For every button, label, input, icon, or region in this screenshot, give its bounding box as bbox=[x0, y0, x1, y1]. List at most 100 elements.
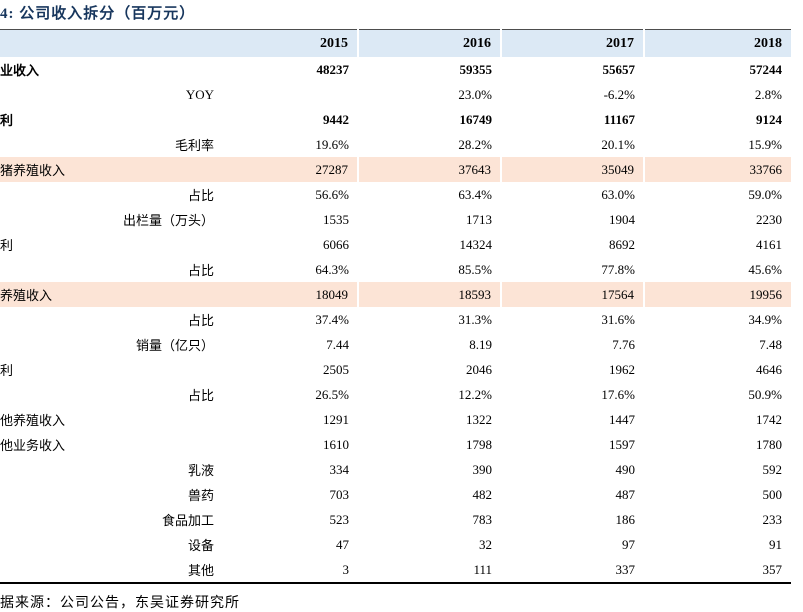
cell-value: 7.44 bbox=[326, 336, 349, 352]
cell-value: 77.8% bbox=[601, 261, 635, 277]
cell-value: 1713 bbox=[466, 211, 492, 227]
cell-value: 523 bbox=[329, 511, 350, 527]
row-label-primary bbox=[0, 532, 92, 557]
cell-value: 9124 bbox=[756, 111, 782, 127]
cell-value: 47 bbox=[336, 536, 349, 552]
header-spacer bbox=[0, 29, 92, 57]
row-label-primary: 猪养殖收入 bbox=[0, 157, 92, 182]
cell-value: 2230 bbox=[756, 211, 782, 227]
row-label-secondary bbox=[92, 157, 228, 182]
cell-value: 8692 bbox=[609, 236, 635, 252]
row-label-primary: 利 bbox=[0, 363, 14, 378]
row-label-primary: 业收入 bbox=[0, 63, 40, 78]
table-row: 毛利率 19.6% 28.2% 20.1% 15.9% bbox=[0, 132, 791, 157]
row-label-primary bbox=[0, 507, 92, 532]
row-label-primary bbox=[0, 482, 92, 507]
row-label-primary: 他业务收入 bbox=[0, 438, 66, 453]
row-label-primary: 利 bbox=[0, 113, 14, 128]
cell-value: 16749 bbox=[459, 111, 493, 127]
cell-value: 7.48 bbox=[759, 336, 782, 352]
row-label-primary bbox=[0, 207, 92, 232]
cell-value: 12.2% bbox=[458, 386, 492, 402]
year-column-header: 2016 bbox=[357, 29, 501, 57]
cell-value: 1962 bbox=[609, 361, 635, 377]
table-row: 乳液 334 390 490 592 bbox=[0, 457, 791, 482]
row-label-secondary bbox=[92, 57, 228, 82]
cell-value: 490 bbox=[615, 461, 636, 477]
row-label-primary bbox=[0, 332, 92, 357]
cell-value: 2.8% bbox=[754, 86, 782, 102]
table-title: 4: 公司收入拆分（百万元） bbox=[0, 6, 196, 22]
table-row: 利 6066 14324 8692 4161 bbox=[0, 232, 791, 257]
cell-value: 592 bbox=[762, 461, 783, 477]
row-label-secondary bbox=[92, 107, 228, 132]
cell-value: 55657 bbox=[602, 61, 636, 77]
cell-value: 23.0% bbox=[458, 86, 492, 102]
table-row: 占比 64.3% 85.5% 77.8% 45.6% bbox=[0, 257, 791, 282]
table-row: 猪养殖收入 27287 37643 35049 33766 bbox=[0, 157, 791, 182]
row-label-primary: 他养殖收入 bbox=[0, 413, 66, 428]
table-row: 占比 37.4% 31.3% 31.6% 34.9% bbox=[0, 307, 791, 332]
row-label-secondary: 食品加工 bbox=[161, 513, 214, 528]
cell-value: 28.2% bbox=[458, 136, 492, 152]
cell-value: 17564 bbox=[500, 282, 644, 307]
row-label-secondary: 设备 bbox=[187, 538, 214, 553]
table-row: 他养殖收入 1291 1322 1447 1742 bbox=[0, 407, 791, 432]
row-label-secondary: 销量（亿只） bbox=[135, 338, 214, 353]
cell-value: 59355 bbox=[459, 61, 493, 77]
table-row: 食品加工 523 783 186 233 bbox=[0, 507, 791, 532]
row-label-primary bbox=[0, 82, 92, 107]
cell-value: 111 bbox=[473, 561, 492, 577]
table-row: 销量（亿只） 7.44 8.19 7.76 7.48 bbox=[0, 332, 791, 357]
cell-value: 18593 bbox=[357, 282, 501, 307]
cell-value: 3 bbox=[342, 561, 350, 577]
cell-value: 233 bbox=[762, 511, 783, 527]
row-label-secondary: 其他 bbox=[187, 563, 214, 578]
cell-value: 6066 bbox=[323, 236, 349, 252]
row-label-secondary: 占比 bbox=[187, 388, 214, 403]
cell-value: 1742 bbox=[756, 411, 782, 427]
cell-value: 31.6% bbox=[601, 311, 635, 327]
cell-value: 1610 bbox=[323, 436, 349, 452]
table-row: 其他 3 111 337 357 bbox=[0, 557, 791, 582]
cell-value: 8.19 bbox=[469, 336, 492, 352]
cell-value: 33766 bbox=[643, 157, 791, 182]
cell-value: -6.2% bbox=[603, 86, 635, 102]
table-row: 出栏量（万头） 1535 1713 1904 2230 bbox=[0, 207, 791, 232]
cell-value: 1447 bbox=[609, 411, 635, 427]
row-label-primary bbox=[0, 257, 92, 282]
cell-value: 63.0% bbox=[601, 186, 635, 202]
row-label-secondary: 占比 bbox=[187, 263, 214, 278]
cell-value: 85.5% bbox=[458, 261, 492, 277]
cell-value: 50.9% bbox=[748, 386, 782, 402]
row-label-secondary: YOY bbox=[185, 86, 214, 102]
revenue-breakdown-table: 2015 2016 2017 2018 业收入 48237 59355 55657 57244… bbox=[0, 29, 791, 582]
row-label-secondary bbox=[92, 432, 228, 457]
cell-value: 1597 bbox=[609, 436, 635, 452]
cell-value: 57244 bbox=[749, 61, 783, 77]
cell-value: 703 bbox=[329, 486, 350, 502]
cell-value: 500 bbox=[762, 486, 783, 502]
cell-value: 37643 bbox=[357, 157, 501, 182]
table-row: 兽药 703 482 487 500 bbox=[0, 482, 791, 507]
data-source-note: 据来源：公司公告，东吴证券研究所 bbox=[0, 582, 791, 612]
cell-value: 14324 bbox=[459, 236, 493, 252]
cell-value: 56.6% bbox=[315, 186, 349, 202]
cell-value: 20.1% bbox=[601, 136, 635, 152]
cell-value: 9442 bbox=[323, 111, 349, 127]
row-label-primary bbox=[0, 132, 92, 157]
year-column-header: 2018 bbox=[643, 29, 791, 57]
cell-value: 48237 bbox=[316, 61, 350, 77]
cell-value: 4161 bbox=[756, 236, 782, 252]
cell-value: 18049 bbox=[228, 282, 358, 307]
cell-value: 2046 bbox=[466, 361, 492, 377]
row-label-secondary: 占比 bbox=[187, 188, 214, 203]
row-label-primary bbox=[0, 557, 92, 582]
cell-value: 97 bbox=[622, 536, 635, 552]
cell-value: 59.0% bbox=[748, 186, 782, 202]
cell-value: 357 bbox=[762, 561, 783, 577]
year-column-header: 2017 bbox=[500, 29, 644, 57]
cell-value: 783 bbox=[472, 511, 493, 527]
cell-value: 11167 bbox=[603, 111, 635, 127]
